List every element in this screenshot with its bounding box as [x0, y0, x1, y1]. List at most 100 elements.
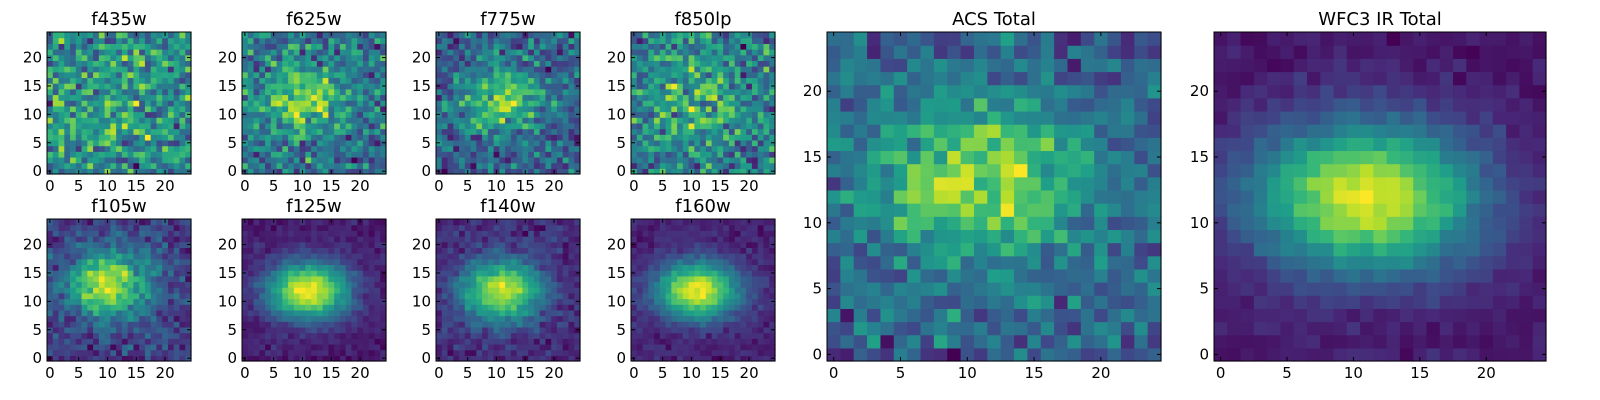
heatmap-cell	[357, 111, 364, 118]
heatmap-cell	[642, 168, 649, 175]
heatmap-cell	[173, 151, 181, 158]
heatmap-cell	[671, 326, 678, 334]
heatmap-cell	[459, 219, 466, 226]
heatmap-cell	[717, 332, 724, 339]
heatmap-cell	[368, 117, 376, 124]
heatmap-cell	[179, 94, 186, 101]
heatmap-cell	[351, 43, 358, 50]
heatmap-cell	[368, 253, 376, 260]
heatmap-cell	[723, 71, 730, 79]
heatmap-cell	[740, 49, 747, 56]
heatmap-cell	[769, 151, 776, 158]
heatmap-cell	[510, 77, 518, 84]
heatmap-cell	[734, 105, 742, 113]
heatmap-cell	[568, 32, 575, 39]
heatmap-cell	[556, 151, 564, 158]
heatmap-cell	[631, 94, 638, 101]
heatmap-cell	[516, 298, 523, 305]
heatmap-cell	[144, 321, 152, 328]
heatmap-cell	[179, 281, 186, 288]
heatmap-cell	[139, 151, 146, 158]
heatmap-cell	[677, 292, 684, 300]
heatmap-cell	[87, 281, 94, 288]
heatmap-cell	[70, 49, 77, 56]
heatmap-cell	[447, 32, 454, 39]
heatmap-cell	[110, 77, 117, 84]
heatmap-cell	[70, 332, 77, 339]
heatmap-cell	[631, 77, 638, 84]
heatmap-cell	[476, 349, 483, 356]
heatmap-cell	[757, 281, 765, 288]
heatmap-cell	[482, 162, 489, 169]
heatmap-cell	[528, 139, 535, 147]
heatmap-cell	[328, 139, 335, 147]
heatmap-cell	[677, 139, 684, 147]
heatmap-cell	[447, 54, 454, 61]
heatmap-cell	[288, 219, 295, 226]
heatmap-cell	[499, 49, 506, 56]
heatmap-cell	[751, 338, 759, 345]
heatmap-cell	[533, 71, 541, 79]
heatmap-cell	[265, 71, 272, 79]
heatmap-cell	[380, 122, 387, 130]
heatmap-cell	[47, 247, 54, 254]
heatmap-cell	[247, 326, 255, 334]
heatmap-cell	[328, 105, 335, 113]
heatmap-cell	[81, 304, 88, 311]
heatmap-cell	[173, 49, 181, 56]
heatmap-cell	[556, 122, 564, 130]
heatmap-cell	[368, 77, 376, 84]
heatmap-cell	[769, 128, 776, 135]
heatmap-cell	[505, 88, 512, 96]
heatmap-cell	[551, 151, 558, 158]
heatmap-cell	[556, 134, 564, 141]
heatmap-cell	[316, 88, 324, 96]
heatmap-cell	[357, 292, 364, 300]
heatmap-cell	[677, 54, 684, 61]
heatmap-cell	[659, 326, 667, 334]
heatmap-cell	[528, 54, 535, 61]
heatmap-cell	[167, 258, 175, 266]
heatmap-cell	[470, 224, 477, 231]
heatmap-cell	[746, 349, 753, 356]
heatmap-cell	[528, 71, 535, 79]
heatmap-cell	[728, 49, 736, 56]
x-tick-label: 5	[463, 177, 473, 195]
heatmap-cell	[380, 77, 387, 84]
heatmap-cell	[682, 100, 690, 107]
heatmap-cell	[464, 100, 472, 107]
heatmap-cell	[717, 281, 724, 288]
heatmap-cell	[247, 315, 255, 322]
heatmap-cell	[247, 281, 255, 288]
heatmap-cell	[374, 117, 381, 124]
heatmap-cell	[276, 156, 283, 164]
heatmap-cell	[368, 60, 376, 67]
heatmap-cell	[510, 258, 518, 266]
heatmap-cell	[265, 77, 272, 84]
heatmap-cell	[139, 139, 146, 147]
heatmap-cell	[677, 77, 684, 84]
heatmap-cell	[162, 281, 169, 288]
heatmap-cell	[368, 281, 376, 288]
heatmap-cell	[533, 77, 541, 84]
heatmap-cell	[339, 309, 347, 317]
heatmap-cell	[551, 83, 558, 90]
heatmap-cell	[167, 151, 175, 158]
heatmap-cell	[665, 60, 672, 67]
heatmap-cell	[311, 83, 318, 90]
heatmap-cell	[70, 77, 77, 84]
heatmap-cell	[293, 43, 301, 50]
heatmap-cell	[110, 66, 117, 73]
heatmap-cell	[276, 343, 283, 351]
heatmap-cell	[642, 326, 649, 334]
heatmap-cell	[551, 139, 558, 147]
heatmap-cell	[87, 258, 94, 266]
heatmap-cell	[769, 66, 776, 73]
heatmap-cell	[98, 338, 106, 345]
heatmap-cell	[562, 281, 570, 288]
heatmap-cell	[116, 83, 123, 90]
heatmap-cell	[665, 287, 672, 294]
heatmap-cell	[522, 224, 529, 231]
heatmap-cell	[328, 60, 335, 67]
